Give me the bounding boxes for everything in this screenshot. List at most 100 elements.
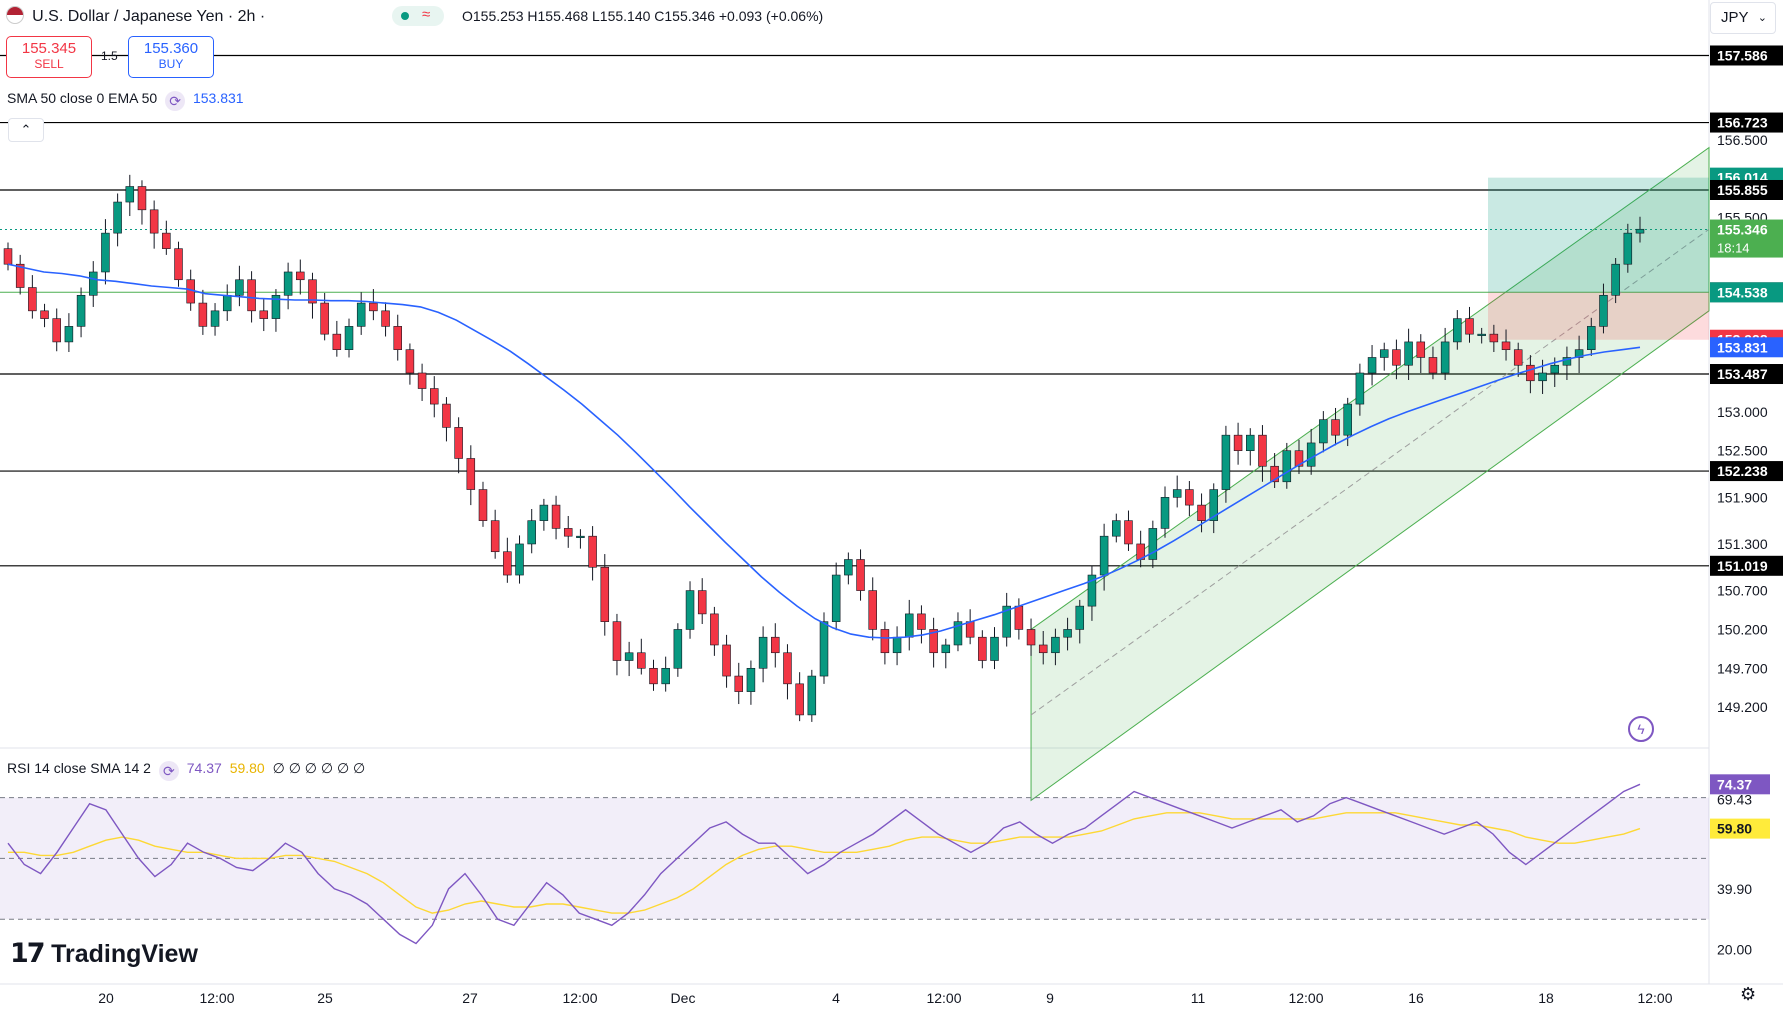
symbol-header[interactable]: U.S. Dollar / Japanese Yen · 2h ·	[6, 6, 265, 26]
candle[interactable]	[758, 636, 768, 669]
candle[interactable]	[551, 504, 561, 529]
candle[interactable]	[344, 326, 354, 350]
candle[interactable]	[624, 652, 634, 661]
candle[interactable]	[259, 310, 269, 319]
candle[interactable]	[1099, 535, 1109, 576]
candle[interactable]	[710, 613, 719, 646]
candle[interactable]	[965, 621, 975, 638]
candle[interactable]	[685, 590, 695, 630]
candle[interactable]	[1599, 294, 1608, 327]
candle[interactable]	[637, 652, 646, 669]
candle[interactable]	[210, 310, 220, 327]
candle[interactable]	[1465, 318, 1474, 335]
candle[interactable]	[28, 287, 37, 312]
candle[interactable]	[405, 349, 415, 374]
candle[interactable]	[941, 644, 951, 654]
candle[interactable]	[783, 652, 792, 685]
candle[interactable]	[503, 551, 512, 576]
candle[interactable]	[1611, 263, 1620, 296]
candle[interactable]	[990, 636, 999, 661]
candle[interactable]	[1587, 326, 1596, 350]
candle[interactable]	[649, 667, 658, 685]
candle[interactable]	[1233, 434, 1243, 452]
candle[interactable]	[1112, 520, 1121, 537]
candle[interactable]	[381, 310, 390, 327]
candle[interactable]	[1002, 605, 1011, 638]
candle[interactable]	[831, 574, 841, 622]
candle[interactable]	[1526, 364, 1535, 382]
candle[interactable]	[15, 263, 25, 288]
candle[interactable]	[1197, 504, 1206, 521]
candle[interactable]	[953, 621, 963, 646]
candle[interactable]	[1379, 349, 1389, 358]
candle[interactable]	[978, 636, 987, 661]
candle[interactable]	[1294, 450, 1304, 467]
candle[interactable]	[174, 248, 183, 281]
candle[interactable]	[1513, 349, 1523, 366]
refresh-icon[interactable]: ⟳	[165, 91, 186, 111]
candle[interactable]	[417, 372, 427, 389]
candle[interactable]	[1501, 341, 1511, 350]
candle[interactable]	[1623, 232, 1633, 265]
candle[interactable]	[40, 310, 49, 319]
candle[interactable]	[1489, 333, 1499, 343]
candle[interactable]	[308, 279, 317, 304]
candle[interactable]	[880, 629, 890, 654]
candle[interactable]	[88, 271, 98, 296]
candle[interactable]	[478, 489, 488, 521]
ma-legend[interactable]: SMA 50 close 0 EMA 50 ⟳ 153.831	[7, 90, 244, 111]
rsi-refresh-icon[interactable]: ⟳	[158, 761, 179, 781]
candle[interactable]	[819, 621, 829, 677]
rsi-line[interactable]	[7, 783, 1641, 945]
candle[interactable]	[588, 535, 597, 568]
candle[interactable]	[1453, 318, 1462, 343]
candle[interactable]	[539, 504, 549, 521]
candle[interactable]	[600, 566, 610, 622]
candle[interactable]	[1063, 629, 1072, 638]
candle[interactable]	[1392, 349, 1401, 366]
candle[interactable]	[64, 326, 74, 343]
candle[interactable]	[1404, 341, 1413, 366]
candle[interactable]	[52, 318, 61, 343]
take-profit-zone[interactable]	[1488, 177, 1709, 293]
settings-gear-icon[interactable]: ⚙	[1740, 984, 1757, 1004]
candle[interactable]	[1331, 419, 1340, 436]
candle[interactable]	[466, 458, 476, 490]
candle[interactable]	[576, 535, 585, 538]
currency-selector[interactable]: JPY ⌄	[1710, 2, 1776, 34]
candle[interactable]	[3, 248, 13, 265]
candle[interactable]	[283, 271, 293, 296]
candle[interactable]	[844, 559, 853, 576]
candle[interactable]	[1075, 605, 1085, 630]
candle[interactable]	[137, 186, 147, 211]
candle[interactable]	[76, 294, 86, 327]
candle[interactable]	[1562, 357, 1572, 366]
candle[interactable]	[722, 644, 731, 677]
candle[interactable]	[1087, 574, 1097, 607]
stop-loss-zone[interactable]	[1488, 292, 1709, 340]
candle[interactable]	[1185, 489, 1194, 506]
candle[interactable]	[1477, 333, 1486, 336]
candle[interactable]	[892, 636, 902, 654]
buy-button[interactable]: 155.360 BUY	[128, 36, 214, 78]
candle[interactable]	[661, 667, 670, 685]
candle[interactable]	[673, 629, 683, 669]
candle[interactable]	[1258, 434, 1267, 467]
rsi-sma-line[interactable]	[8, 812, 1641, 914]
candle[interactable]	[1026, 629, 1036, 646]
candle[interactable]	[856, 559, 865, 591]
candle[interactable]	[222, 294, 232, 312]
candle[interactable]	[1428, 357, 1438, 374]
candle[interactable]	[527, 520, 536, 545]
candle[interactable]	[149, 209, 159, 234]
market-status[interactable]: ≈	[392, 6, 444, 26]
candle[interactable]	[1160, 497, 1170, 529]
candle[interactable]	[296, 271, 305, 281]
candle[interactable]	[1051, 636, 1060, 654]
candle[interactable]	[746, 667, 756, 692]
rsi-legend[interactable]: RSI 14 close SMA 14 2 ⟳ 74.37 59.80 ∅ ∅ …	[7, 760, 365, 781]
candle[interactable]	[612, 621, 622, 661]
candle[interactable]	[1343, 403, 1352, 436]
candle[interactable]	[430, 388, 439, 405]
